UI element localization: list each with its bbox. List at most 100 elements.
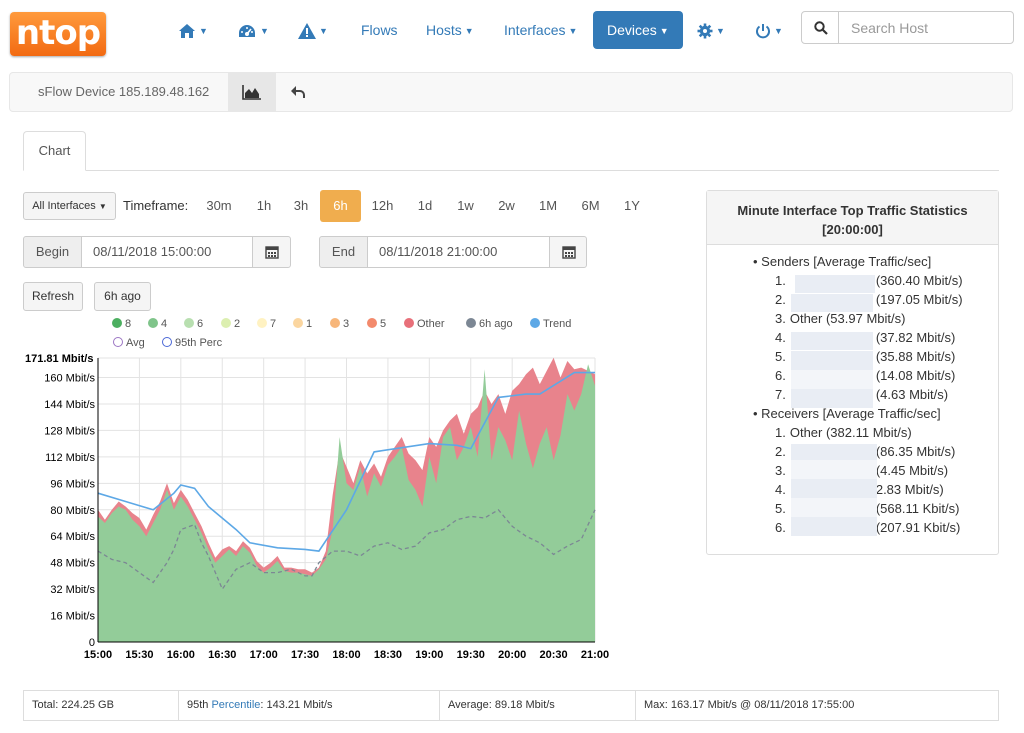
flows-menu[interactable]: Flows: [361, 22, 398, 38]
stats-rank: 4.: [775, 482, 786, 497]
stats-rank: 1.: [775, 425, 786, 440]
ntop-logo[interactable]: ntop: [10, 12, 106, 56]
stats-row: 1. Other (382.11 Mbit/s): [775, 425, 912, 440]
timeframe-3h-button[interactable]: 3h: [293, 198, 309, 213]
x-tick-label: 18:30: [374, 649, 402, 661]
timeframe-6M-button[interactable]: 6M: [581, 198, 600, 213]
stats-rank: 3.: [775, 463, 786, 478]
timeframe-1Y-button[interactable]: 1Y: [624, 198, 640, 213]
stats-rank: 6.: [775, 368, 786, 383]
timeframe-6h-button[interactable]: 6h: [320, 190, 361, 222]
stats-value: Other (382.11 Mbit/s): [789, 425, 912, 440]
caret-icon: ▼: [260, 26, 269, 37]
x-tick-label: 20:30: [540, 649, 568, 661]
timeframe-1w-button[interactable]: 1w: [457, 198, 474, 213]
legend-item[interactable]: 6h ago: [466, 318, 513, 330]
legend-item[interactable]: 95th Perc: [162, 337, 222, 349]
legend-item[interactable]: 1: [293, 318, 312, 330]
stats-rank: 6.: [775, 520, 786, 535]
perc-prefix: 95th: [187, 699, 212, 711]
search-button[interactable]: [801, 11, 839, 44]
legend-marker: [184, 318, 194, 328]
timeframe-1h-button[interactable]: 1h: [256, 198, 272, 213]
legend-item[interactable]: Other: [404, 318, 445, 330]
hosts-menu[interactable]: Hosts ▼: [426, 11, 474, 49]
stats-rank: 5.: [775, 501, 786, 516]
legend-item[interactable]: 7: [257, 318, 276, 330]
settings-menu[interactable]: ▼: [697, 11, 725, 49]
caret-icon: ▼: [98, 202, 107, 211]
back-button[interactable]: [286, 73, 312, 111]
stats-row: 1. (360.40 Mbit/s): [775, 273, 963, 288]
footer-max: Max: 163.17 Mbit/s @ 08/11/2018 17:55:00: [644, 699, 855, 711]
interfaces-menu[interactable]: Interfaces ▼: [504, 11, 577, 49]
stats-panel-title: Minute Interface Top Traffic Statistics …: [707, 191, 998, 245]
refresh-button[interactable]: Refresh: [23, 282, 83, 311]
timeframe-30m-button[interactable]: 30m: [206, 198, 232, 213]
6h-ago-button[interactable]: 6h ago: [94, 282, 151, 311]
caret-icon: ▼: [464, 26, 474, 37]
legend-item[interactable]: Avg: [113, 337, 145, 349]
redacted-host[interactable]: [795, 275, 875, 293]
redacted-host[interactable]: [791, 294, 873, 312]
x-tick-label: 17:30: [291, 649, 319, 661]
x-tick-label: 20:00: [498, 649, 526, 661]
home-menu[interactable]: ▼: [178, 11, 208, 49]
y-tick-label: 80 Mbit/s: [50, 505, 95, 517]
caret-icon: ▼: [319, 26, 328, 37]
legend-item[interactable]: 3: [330, 318, 349, 330]
home-icon: [179, 24, 195, 39]
caret-icon: ▼: [716, 26, 725, 37]
legend-item[interactable]: 2: [221, 318, 240, 330]
begin-date-input[interactable]: 08/11/2018 15:00:00: [81, 236, 253, 268]
y-tick-label: 144 Mbit/s: [44, 399, 95, 411]
stats-rank: 1.: [775, 273, 786, 288]
devices-menu[interactable]: Devices ▼: [593, 11, 683, 49]
legend-marker: [113, 337, 123, 347]
legend-label: 7: [270, 318, 277, 330]
stats-title-line1: Minute Interface Top Traffic Statistics: [737, 203, 968, 218]
y-tick-label: 0: [89, 637, 95, 649]
interfaces-dropdown[interactable]: All Interfaces ▼: [23, 192, 116, 220]
alerts-menu[interactable]: ▼: [298, 11, 328, 49]
legend-item[interactable]: 5: [367, 318, 386, 330]
power-menu[interactable]: ▼: [755, 11, 783, 49]
percentile-link[interactable]: Percentile: [211, 699, 261, 711]
redacted-host[interactable]: [791, 332, 873, 350]
legend-item[interactable]: 8: [112, 318, 131, 330]
legend-marker: [112, 318, 122, 328]
legend-item[interactable]: Trend: [530, 318, 571, 330]
timeframe-1d-button[interactable]: 1d: [417, 198, 433, 213]
chart-view-button[interactable]: [228, 73, 276, 111]
end-calendar-button[interactable]: [549, 236, 587, 268]
search-host-input[interactable]: [838, 11, 1014, 44]
perc-value: : 143.21 Mbit/s: [260, 699, 333, 711]
begin-calendar-button[interactable]: [252, 236, 291, 268]
stats-rank: 4.: [775, 330, 786, 345]
reply-icon: [291, 86, 305, 98]
legend-item[interactable]: 6: [184, 318, 203, 330]
legend-item[interactable]: 4: [148, 318, 167, 330]
x-tick-label: 18:00: [332, 649, 360, 661]
area-chart-icon: [242, 85, 261, 100]
series-line-trend: [97, 371, 595, 552]
tab-chart[interactable]: Chart: [23, 131, 86, 171]
caret-icon: ▼: [659, 26, 669, 37]
redacted-host[interactable]: [791, 444, 877, 536]
legend-label: 3: [343, 318, 350, 330]
timeframe-1M-button[interactable]: 1M: [538, 198, 558, 213]
y-tick-label: 112 Mbit/s: [45, 452, 95, 464]
redacted-host[interactable]: [791, 351, 873, 408]
end-label: End: [319, 236, 368, 268]
stats-rank: 2.: [775, 444, 786, 459]
dashboard-menu[interactable]: ▼: [237, 11, 269, 49]
x-tick-label: 16:30: [208, 649, 236, 661]
timeframe-12h-button[interactable]: 12h: [371, 198, 394, 213]
timeframe-2w-button[interactable]: 2w: [498, 198, 515, 213]
end-date-input[interactable]: 08/11/2018 21:00:00: [367, 236, 550, 268]
stats-row: 5. (35.88 Mbit/s): [775, 349, 955, 364]
stats-row: 6. (14.08 Mbit/s): [775, 368, 955, 383]
stats-rank: 3.: [775, 311, 786, 326]
stats-value: (86.35 Mbit/s): [875, 444, 956, 459]
series-area-8: [98, 364, 595, 642]
